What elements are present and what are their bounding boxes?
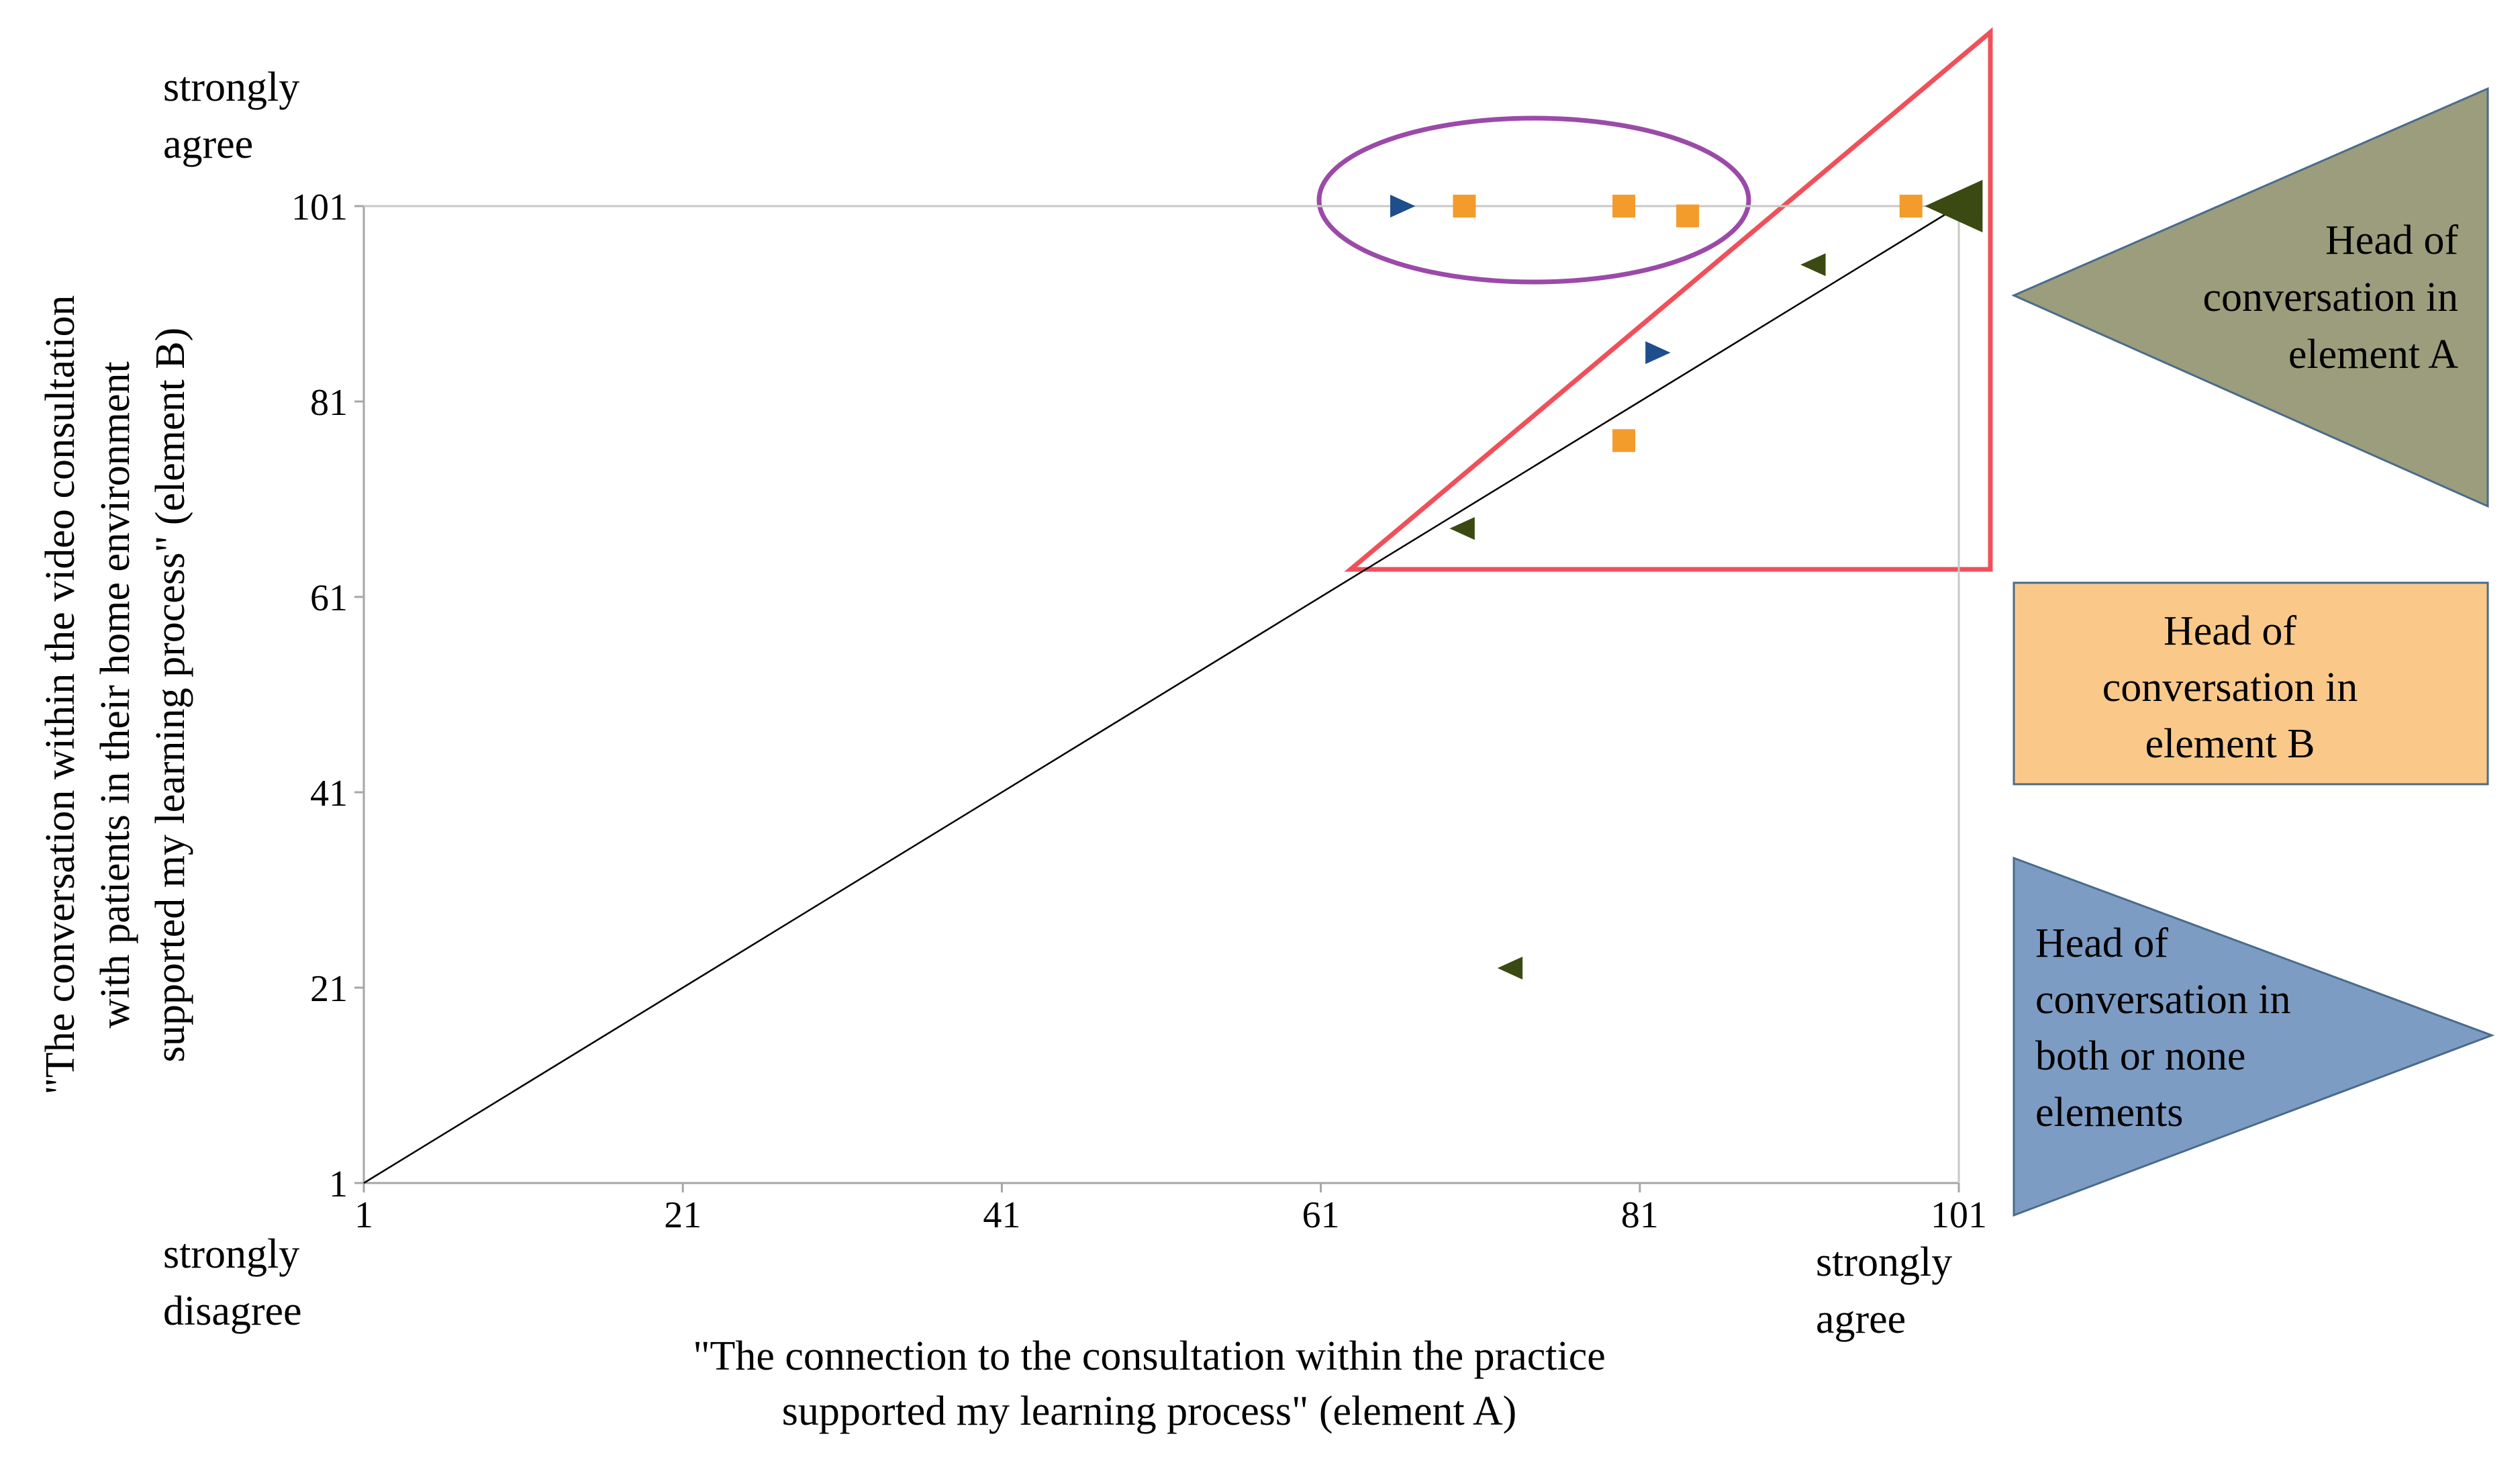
marker-square xyxy=(1612,195,1636,218)
x-tick-label: 1 xyxy=(354,1194,373,1236)
legend-label-head-b: element B xyxy=(2145,721,2315,767)
data-points xyxy=(1390,179,1983,980)
marker-triangle-left xyxy=(1800,253,1826,277)
x-tick-label: 21 xyxy=(664,1194,701,1236)
y-tick-label: 101 xyxy=(291,187,348,228)
marker-triangle-left xyxy=(1449,517,1475,540)
marker-square xyxy=(1453,195,1476,218)
marker-square xyxy=(1612,429,1636,453)
legend-label-head-both: elements xyxy=(2035,1090,2183,1135)
x-origin-anchor-label: strongly xyxy=(163,1231,299,1277)
axes xyxy=(354,205,1960,1192)
legend: Head of conversation in element A Head of co… xyxy=(2011,87,2495,1217)
x-end-anchor-label: agree xyxy=(1816,1296,1906,1342)
y-tick-label: 21 xyxy=(310,968,348,1010)
legend-label-head-a: element A xyxy=(2288,332,2458,377)
legend-shape-head-both xyxy=(2013,856,2495,1217)
marker-square xyxy=(1676,204,1700,228)
legend-label-head-both: both or none xyxy=(2035,1033,2245,1079)
x-tick-label: 81 xyxy=(1621,1194,1659,1236)
highlight-ellipse xyxy=(1316,115,1751,285)
x-origin-anchor-label: disagree xyxy=(163,1288,302,1334)
marker-triangle-left xyxy=(1497,956,1523,980)
y-top-anchor-label: strongly xyxy=(163,64,299,110)
legend-label-head-both: Head of xyxy=(2035,921,2168,966)
x-end-anchor-label: strongly xyxy=(1816,1239,1952,1285)
legend-shape-head-b xyxy=(2013,581,2489,786)
legend-shape-head-a xyxy=(2011,87,2489,508)
y-top-anchor-label: agree xyxy=(163,122,253,167)
marker-triangle-right xyxy=(1645,341,1671,365)
x-axis-title: supported my learning process" (element … xyxy=(782,1388,1517,1434)
y-tick-label: 1 xyxy=(329,1164,348,1205)
marker-triangle-left xyxy=(1925,179,1983,233)
legend-label-head-both: conversation in xyxy=(2035,977,2291,1023)
legend-label-head-b: conversation in xyxy=(2102,665,2358,710)
y-tick-label: 61 xyxy=(310,577,348,619)
y-tick-label: 81 xyxy=(310,382,348,424)
x-tick-label: 61 xyxy=(1302,1194,1340,1236)
annotation-layer xyxy=(1316,27,1993,572)
y-axis-title: "The conversation within the video consu… xyxy=(38,295,193,1095)
y-axis-title-line: "The conversation within the video consu… xyxy=(38,295,83,1095)
x-tick-label: 41 xyxy=(983,1194,1020,1236)
x-tick-label: 101 xyxy=(1931,1194,1987,1236)
y-axis-title-line: with patients in their home environment xyxy=(93,361,138,1029)
legend-label-head-a: Head of xyxy=(2325,218,2458,263)
highlight-triangle xyxy=(1344,27,1993,572)
y-tick-label: 41 xyxy=(310,773,348,814)
legend-label-head-b: Head of xyxy=(2164,608,2296,654)
legend-label-head-a: conversation in xyxy=(2202,275,2458,320)
marker-triangle-right xyxy=(1390,195,1416,218)
y-axis-title-line: supported my learning process" (element … xyxy=(148,328,193,1063)
x-axis-title: "The connection to the consultation with… xyxy=(693,1333,1606,1379)
marker-square xyxy=(1899,195,1923,218)
diagonal-reference-line xyxy=(363,205,1959,1184)
